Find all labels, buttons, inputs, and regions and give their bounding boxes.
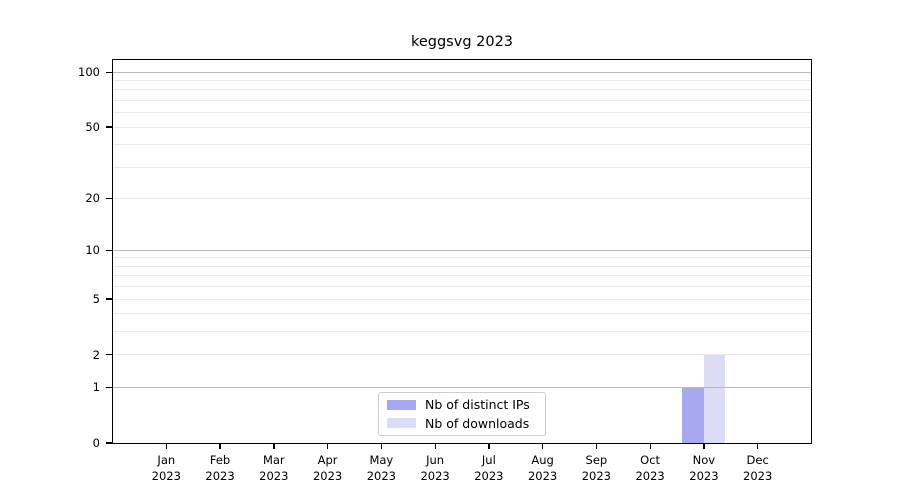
y-tick-label: 100: [78, 65, 100, 80]
x-tick: [542, 443, 544, 449]
x-tick-label-aug: Aug 2023: [512, 452, 574, 484]
x-tick-year: 2023: [581, 469, 612, 483]
y-minor-gridline: [113, 112, 811, 114]
y-minor-gridline: [113, 331, 811, 333]
y-tick: [106, 354, 112, 356]
x-tick-month: Aug: [531, 453, 554, 467]
y-tick: [106, 126, 112, 128]
y-minor-gridline: [113, 166, 811, 168]
plot-area: [113, 60, 811, 443]
x-tick-year: 2023: [205, 469, 235, 483]
x-tick-label-oct: Oct 2023: [619, 452, 681, 484]
y-minor-gridline: [113, 126, 811, 128]
y-minor-gridline: [113, 354, 811, 356]
x-tick: [595, 443, 598, 449]
legend-swatch-distinct-ips: [387, 399, 416, 410]
y-tick-label: 5: [92, 292, 100, 307]
bar-nov-distinct-ips: [682, 387, 704, 443]
x-tick-year: 2023: [420, 469, 450, 483]
y-tick-label: 50: [85, 120, 100, 135]
x-tick: [434, 443, 436, 449]
y-minor-gridline: [113, 80, 811, 82]
x-tick-month: Jan: [157, 453, 176, 467]
y-minor-gridline: [113, 313, 811, 315]
y-minor-gridline: [113, 257, 811, 259]
y-minor-gridline: [113, 197, 811, 199]
legend-entry-downloads: Nb of downloads: [379, 415, 545, 432]
legend-label-distinct-ips: Nb of distinct IPs: [425, 397, 530, 413]
x-tick-label-sep: Sep 2023: [565, 452, 627, 484]
x-tick-label-jan: Jan 2023: [135, 452, 197, 484]
x-tick-month: Dec: [746, 453, 769, 467]
x-tick: [326, 443, 329, 449]
x-tick-month: Jun: [426, 453, 445, 467]
x-tick-month: Nov: [692, 453, 716, 467]
y-tick: [106, 386, 112, 388]
x-tick-label-jul: Jul 2023: [458, 452, 520, 484]
x-tick-month: Feb: [209, 453, 231, 467]
x-tick: [380, 443, 383, 449]
x-tick-month: Jul: [481, 453, 496, 467]
x-tick: [219, 443, 221, 449]
legend-label-downloads: Nb of downloads: [425, 415, 530, 431]
x-tick-month: Mar: [262, 453, 285, 467]
y-tick: [106, 249, 112, 252]
y-tick-label: 2: [92, 347, 100, 362]
x-tick: [165, 443, 167, 449]
x-tick-year: 2023: [689, 469, 719, 483]
x-tick-year: 2023: [474, 469, 504, 483]
y-tick-label: 1: [92, 380, 100, 395]
x-tick-year: 2023: [635, 469, 665, 483]
x-tick-month: Apr: [317, 453, 338, 467]
x-tick-year: 2023: [259, 469, 289, 483]
y-tick: [106, 442, 112, 444]
y-tick-label: 0: [92, 436, 100, 450]
x-tick-label-feb: Feb 2023: [189, 452, 251, 484]
x-tick: [649, 443, 651, 449]
y-major-gridline: [113, 249, 811, 251]
y-tick-label: 20: [85, 191, 100, 206]
x-tick-label-mar: Mar 2023: [243, 452, 305, 484]
x-tick-label-nov: Nov 2023: [673, 452, 735, 484]
chart-title: keggsvg 2023: [410, 34, 514, 50]
legend-entry-distinct-ips: Nb of distinct IPs: [379, 396, 545, 413]
y-tick: [106, 71, 112, 73]
y-minor-gridline: [113, 89, 811, 91]
legend-swatch-downloads: [387, 418, 416, 429]
y-minor-gridline: [113, 265, 811, 267]
y-minor-gridline: [113, 144, 811, 146]
y-tick-label: 10: [85, 243, 100, 258]
legend: Nb of distinct IPs Nb of downloads: [378, 392, 546, 436]
y-major-gridline: [113, 71, 811, 73]
x-tick-year: 2023: [312, 469, 343, 483]
y-major-gridline: [113, 386, 811, 388]
x-tick-label-dec: Dec 2023: [727, 452, 789, 484]
y-tick: [106, 298, 112, 300]
x-tick-year: 2023: [743, 469, 773, 483]
y-minor-gridline: [113, 275, 811, 277]
x-tick: [757, 443, 759, 449]
y-minor-gridline: [113, 286, 811, 288]
x-tick-month: May: [369, 453, 394, 467]
y-minor-gridline: [113, 99, 811, 101]
x-tick-month: Sep: [585, 453, 608, 467]
x-tick-month: Oct: [640, 453, 661, 467]
x-tick: [703, 443, 705, 449]
x-tick: [273, 443, 275, 449]
x-tick-label-jun: Jun 2023: [404, 452, 466, 484]
x-tick-year: 2023: [151, 469, 181, 483]
y-tick: [106, 197, 112, 200]
x-tick: [488, 443, 490, 449]
y-minor-gridline: [113, 298, 811, 300]
x-tick-year: 2023: [527, 469, 558, 483]
x-tick-year: 2023: [366, 469, 396, 483]
bar-nov-downloads: [703, 354, 726, 443]
x-tick-label-may: May 2023: [350, 452, 412, 484]
x-tick-label-apr: Apr 2023: [297, 452, 359, 484]
